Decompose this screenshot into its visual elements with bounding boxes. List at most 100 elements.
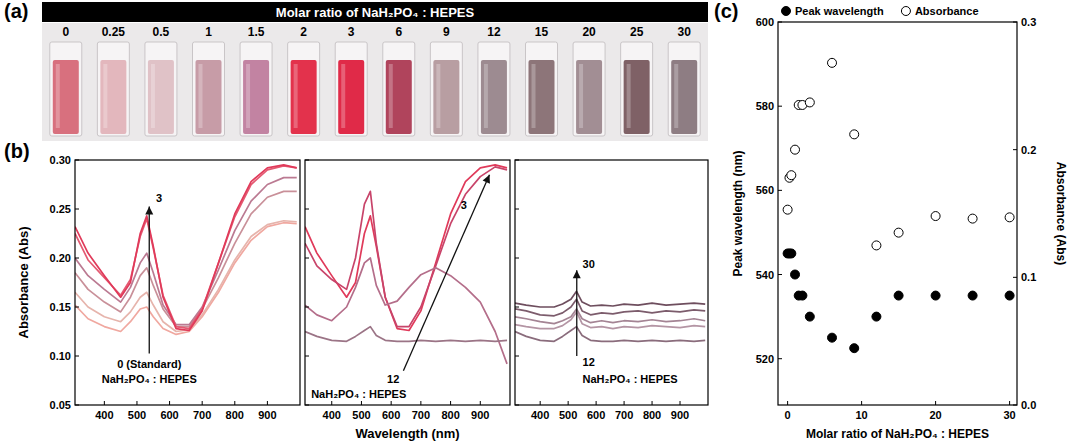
y-tick xyxy=(75,209,79,210)
data-point xyxy=(805,98,814,107)
y-tick xyxy=(75,405,79,406)
y2-tick xyxy=(1013,22,1017,23)
cuvette xyxy=(383,42,415,136)
glare xyxy=(103,64,107,128)
category-label: 2 xyxy=(300,25,307,39)
x-tick xyxy=(331,401,332,405)
x-tick-label: 700 xyxy=(615,409,633,421)
cuvette-solution xyxy=(53,60,79,134)
category-label: 3 xyxy=(348,25,355,39)
data-point xyxy=(1005,213,1014,222)
legend-marker xyxy=(782,7,791,16)
y-tick-label: 0.30 xyxy=(50,154,71,166)
cuvette-solution xyxy=(148,60,174,134)
cuvette xyxy=(573,42,605,136)
cuvette-solution xyxy=(576,60,602,134)
cuvette xyxy=(145,42,177,136)
x-tick-label: 800 xyxy=(441,409,459,421)
x-tick-label: 500 xyxy=(559,409,577,421)
x-tick-label: 500 xyxy=(352,409,370,421)
data-point xyxy=(805,312,814,321)
y-tick xyxy=(75,307,79,308)
x-tick xyxy=(568,401,569,405)
annotation: 3 xyxy=(461,199,467,211)
y-tick xyxy=(778,358,782,359)
plot-area xyxy=(305,165,507,364)
data-point xyxy=(872,312,881,321)
data-point xyxy=(968,214,977,223)
category-label: 15 xyxy=(535,25,549,39)
glare xyxy=(56,64,60,128)
spectrum-line xyxy=(75,178,297,325)
category-label: 25 xyxy=(630,25,644,39)
x-tick xyxy=(361,401,362,405)
annotation: 3 xyxy=(156,192,162,204)
category-label: 0.25 xyxy=(102,25,126,39)
cuvette-solution xyxy=(529,60,555,134)
legend-marker xyxy=(901,7,910,16)
data-point xyxy=(828,333,837,342)
cuvette-solution xyxy=(481,60,507,134)
plot-area xyxy=(783,58,1014,352)
cuvette xyxy=(478,42,510,136)
y2-tick-label: 0.1 xyxy=(1021,271,1036,283)
data-point xyxy=(791,270,800,279)
x-tick xyxy=(234,401,235,405)
y-tick-label: 0.10 xyxy=(50,350,71,362)
x-tick-label: 600 xyxy=(382,409,400,421)
cuvette xyxy=(193,42,225,136)
category-label: 30 xyxy=(678,25,692,39)
y-tick-label: 600 xyxy=(756,16,774,28)
cuvette-solution xyxy=(243,60,269,134)
x-tick xyxy=(480,401,481,405)
cuvette xyxy=(288,42,320,136)
annotation: 30 xyxy=(583,258,595,270)
category-label: 9 xyxy=(443,25,450,39)
x-tick xyxy=(652,401,653,405)
y-tick xyxy=(305,160,309,161)
frame xyxy=(75,160,300,405)
category-label: 6 xyxy=(395,25,402,39)
x-tick-label: 800 xyxy=(226,409,244,421)
data-point xyxy=(787,171,796,180)
data-point xyxy=(894,291,903,300)
glare xyxy=(294,64,298,128)
annotation: NaH₂PO₄ : HEPES xyxy=(102,373,197,385)
x-tick-label: 400 xyxy=(95,409,113,421)
spectrum-line xyxy=(305,167,507,327)
arrow-shaft xyxy=(403,175,489,371)
y2-tick-label: 0.2 xyxy=(1021,144,1036,156)
y-tick-label: 0.25 xyxy=(50,203,71,215)
data-point xyxy=(783,205,792,214)
x-axis-title: Molar ratio of NaH₂PO₄ : HEPES xyxy=(806,427,989,441)
y2-tick xyxy=(1013,277,1017,278)
arrow-shaft xyxy=(149,207,150,354)
x-tick-label: 20 xyxy=(929,409,941,421)
data-point xyxy=(791,145,800,154)
spectrum-line xyxy=(305,327,507,342)
cuvette-solution xyxy=(624,60,650,134)
cuvette xyxy=(621,42,653,136)
spectrum-line xyxy=(515,312,705,329)
glare xyxy=(246,64,250,128)
legend-label: Absorbance xyxy=(915,5,979,17)
glare xyxy=(484,64,488,128)
x-tick xyxy=(861,401,862,405)
cuvette-solution xyxy=(196,60,222,134)
annotation: 12 xyxy=(583,356,595,368)
x-tick xyxy=(202,401,203,405)
arrow-head xyxy=(483,175,490,184)
panel-letter: (c) xyxy=(714,0,738,22)
y-tick xyxy=(515,307,519,308)
cuvette xyxy=(97,42,129,136)
data-point xyxy=(850,130,859,139)
legend-label: Peak wavelength xyxy=(795,5,884,17)
cuvette-solution xyxy=(291,60,317,134)
y-tick xyxy=(778,274,782,275)
y-axis-title: Peak wavelength (nm) xyxy=(731,150,745,276)
panel-letter: (a) xyxy=(4,0,28,22)
y-tick-label: 520 xyxy=(756,353,774,365)
x-tick-label: 900 xyxy=(471,409,489,421)
y2-tick-label: 0.3 xyxy=(1021,16,1036,28)
title: Molar ratio of NaH₂PO₄ : HEPES xyxy=(276,5,475,20)
